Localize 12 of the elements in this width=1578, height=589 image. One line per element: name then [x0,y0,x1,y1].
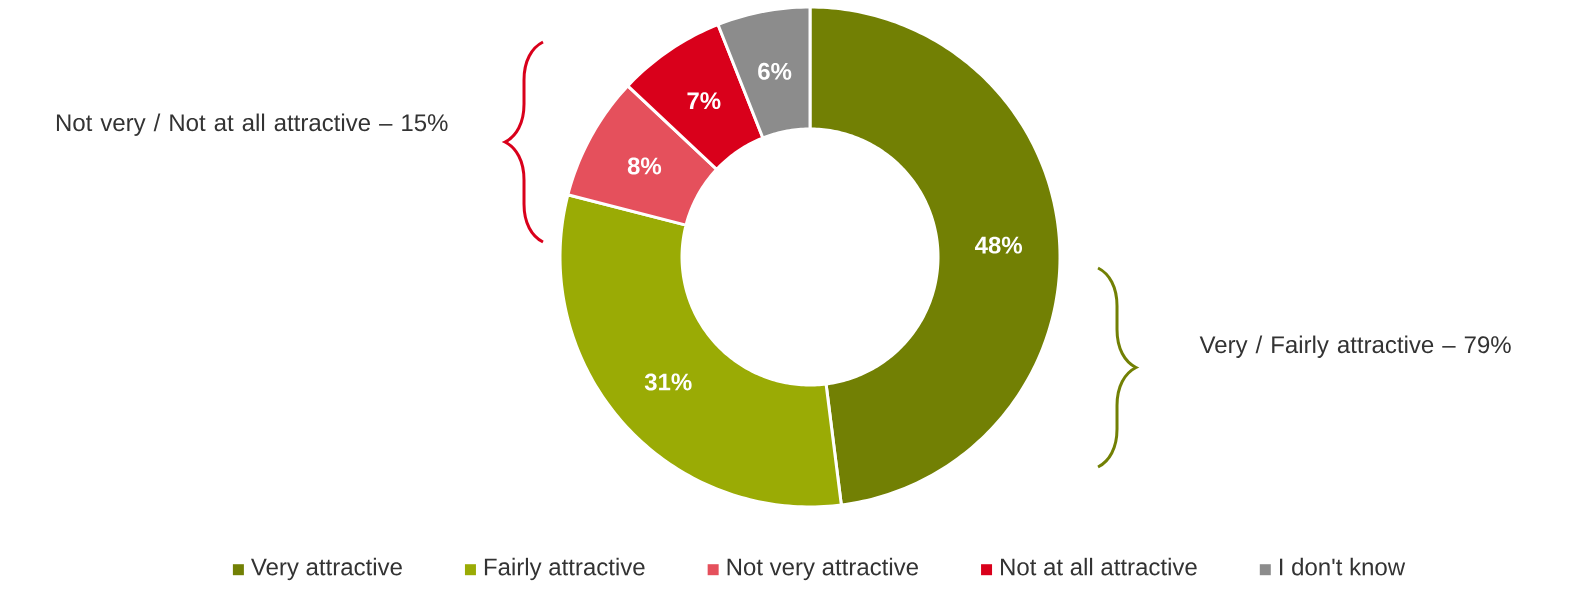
legend-label: Very attractive [251,557,402,581]
data-label: 6% [758,62,792,80]
data-label: 7% [687,92,721,110]
legend-label: I don't know [1280,557,1406,576]
legend-label: Not at all attractive [1001,557,1197,576]
text: Not very / Not at all attractive – 15% [56,113,448,136]
data-label: 8% [627,157,662,175]
text: Very / Fairly attractive – 79% [1199,335,1511,358]
legend-label: Not very attractive [727,557,918,581]
legend-label: Fairly attractive [484,557,645,581]
data-label: 48% [974,236,1023,254]
data-label: 31% [644,373,692,391]
